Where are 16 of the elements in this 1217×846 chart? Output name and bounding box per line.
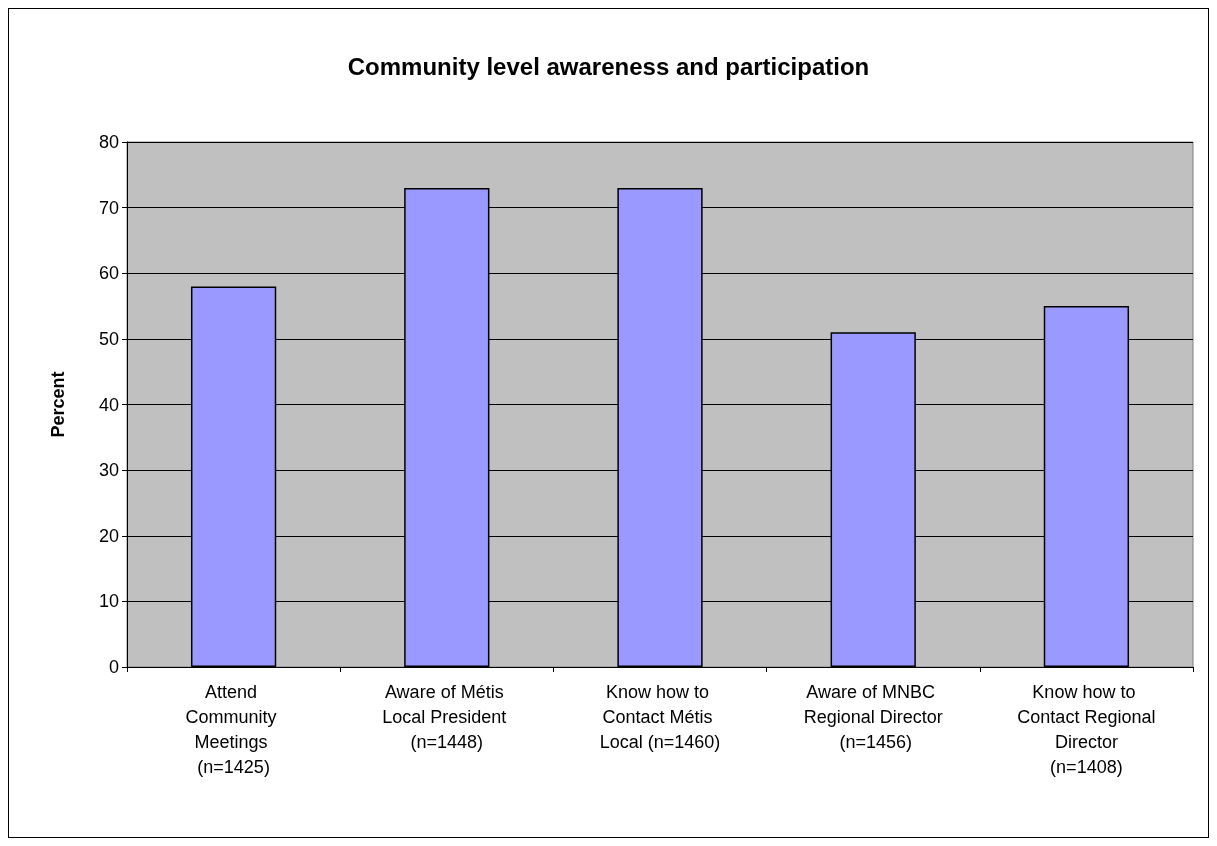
x-tick-label: Aware of Métis Local President (n=1448) (382, 681, 512, 752)
y-tick-label: 70 (98, 197, 119, 218)
y-tick-label: 20 (98, 525, 119, 546)
y-tick-label: 30 (98, 460, 119, 481)
y-tick-label: 10 (98, 591, 119, 612)
y-tick-label: 50 (98, 328, 119, 349)
chart-title: Community level awareness and participation (347, 52, 870, 80)
x-tick-label: Know how to Contact Métis Local (n=1460) (599, 681, 721, 752)
x-tick-label: Attend Community Meetings (n=1425) (185, 681, 282, 777)
y-tick-label: 40 (98, 394, 119, 415)
y-tick-label: 0 (108, 657, 119, 677)
x-tick-label: Aware of MNBC Regional Director (n=1456) (803, 681, 943, 752)
y-axis-title: Percent (48, 371, 68, 438)
y-tick-label: 80 (98, 132, 119, 152)
y-tick-label: 60 (98, 263, 119, 284)
x-tick-label: Know how to Contact Regional Director (n=1408) (1017, 681, 1156, 777)
